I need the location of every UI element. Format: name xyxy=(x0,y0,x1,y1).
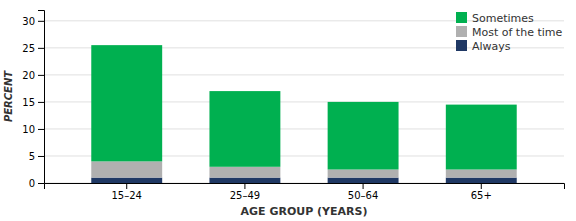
chart-svg: 0 5 10 15 20 25 30 15–24 25–49 50–64 65+ AGE GROUP … xyxy=(0,0,576,221)
y-tick: 0 xyxy=(29,178,44,189)
x-axis-line xyxy=(45,184,565,190)
y-tick: 20 xyxy=(22,70,44,81)
legend-label: Most of the time xyxy=(472,26,562,39)
plot-area xyxy=(91,45,516,183)
x-tick-mark xyxy=(481,183,482,189)
x-axis-title: AGE GROUP (YEARS) xyxy=(241,205,368,218)
legend-label: Always xyxy=(472,40,511,53)
x-tick: 25–49 xyxy=(230,183,260,201)
y-axis-title: PERCENT xyxy=(3,70,14,122)
y-tick: 5 xyxy=(29,151,44,162)
chart-container: 0 5 10 15 20 25 30 15–24 25–49 50–64 65+ AGE GROUP … xyxy=(0,0,576,221)
y-tick-label: 25 xyxy=(22,43,35,54)
bar xyxy=(328,102,399,170)
grid xyxy=(44,21,564,183)
y-tick-mark xyxy=(38,183,44,184)
bar xyxy=(209,167,280,178)
y-tick-mark xyxy=(38,129,44,130)
x-tick-label: 25–49 xyxy=(230,190,260,201)
y-tick: 15 xyxy=(22,97,44,108)
bar xyxy=(91,178,162,183)
y-axis: 0 5 10 15 20 25 30 xyxy=(22,11,44,189)
y-tick: 10 xyxy=(22,124,44,135)
bar xyxy=(91,45,162,161)
x-tick-label: 50–64 xyxy=(348,190,378,201)
y-tick-mark xyxy=(38,21,44,22)
bar-series xyxy=(91,45,516,169)
bar xyxy=(328,169,399,177)
bar xyxy=(446,169,517,177)
x-tick: 15–24 xyxy=(112,183,142,201)
y-tick-mark xyxy=(38,75,44,76)
y-tick-label: 10 xyxy=(22,124,35,135)
legend-item: Sometimes xyxy=(456,12,534,25)
y-tick-label: 15 xyxy=(22,97,35,108)
x-tick: 50–64 xyxy=(348,183,378,201)
bar xyxy=(446,178,517,183)
bar xyxy=(328,178,399,183)
y-tick-mark xyxy=(38,156,44,157)
legend-swatch xyxy=(456,40,467,51)
y-tick-label: 20 xyxy=(22,70,35,81)
bar xyxy=(91,161,162,177)
legend-swatch xyxy=(456,26,467,37)
y-tick: 25 xyxy=(22,43,44,54)
y-tick-mark xyxy=(38,48,44,49)
bar xyxy=(446,105,517,170)
x-tick-mark xyxy=(126,183,127,189)
legend: SometimesMost of the timeAlways xyxy=(456,12,562,53)
x-tick-mark xyxy=(363,183,364,189)
y-tick-label: 30 xyxy=(22,16,35,27)
bar xyxy=(209,178,280,183)
x-tick-mark xyxy=(244,183,245,189)
y-tick-label: 5 xyxy=(29,151,35,162)
legend-item: Most of the time xyxy=(456,26,562,39)
x-tick-label: 65+ xyxy=(471,190,492,201)
y-tick: 30 xyxy=(22,16,44,27)
x-tick: 65+ xyxy=(471,183,492,201)
bar-series xyxy=(91,178,516,183)
x-axis: 15–24 25–49 50–64 65+ xyxy=(45,183,565,201)
legend-swatch xyxy=(456,12,467,23)
legend-item: Always xyxy=(456,40,511,53)
y-tick-label: 0 xyxy=(29,178,35,189)
legend-label: Sometimes xyxy=(472,12,534,25)
x-tick-label: 15–24 xyxy=(112,190,142,201)
bar xyxy=(209,91,280,167)
y-tick-mark xyxy=(38,102,44,103)
y-axis-line xyxy=(38,11,45,184)
